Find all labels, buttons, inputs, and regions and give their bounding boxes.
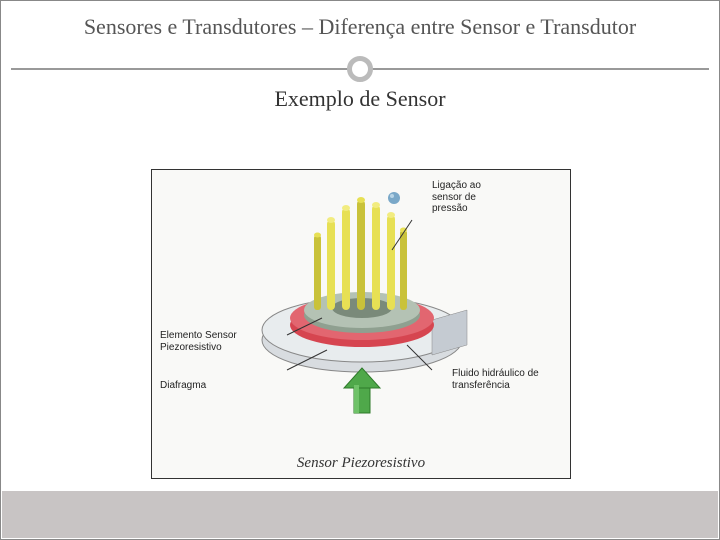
label-right-low: Fluido hidráulico de transferência xyxy=(452,368,542,391)
subtitle: Exemplo de Sensor xyxy=(1,86,719,112)
divider xyxy=(1,54,719,84)
label-left-low: Diafragma xyxy=(160,380,240,392)
grey-band-upper xyxy=(2,119,718,171)
divider-circle-icon xyxy=(347,56,373,82)
header: Sensores e Transdutores – Diferença entr… xyxy=(1,1,719,50)
subtitle-wrap: Exemplo de Sensor xyxy=(1,86,719,112)
label-top-right: Ligação ao sensor de pressão xyxy=(432,180,512,215)
slide: Sensores e Transdutores – Diferença entr… xyxy=(0,0,720,540)
grey-band-lower xyxy=(2,491,718,538)
label-left-mid: Elemento Sensor Piezoresistivo xyxy=(160,330,240,353)
figure: Ligação ao sensor de pressão Elemento Se… xyxy=(151,169,571,479)
page-title: Sensores e Transdutores – Diferença entr… xyxy=(21,13,699,42)
figure-caption: Sensor Piezoresistivo xyxy=(152,455,570,472)
